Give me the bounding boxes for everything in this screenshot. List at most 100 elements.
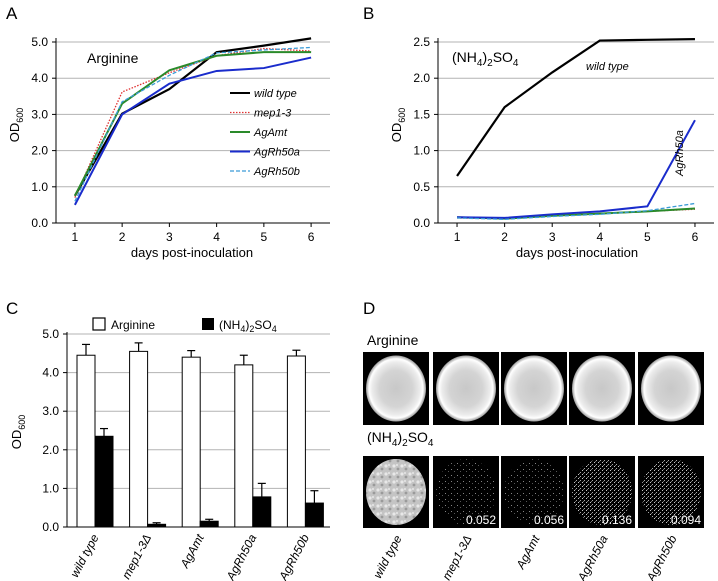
category-labels: wild type mep1-3Δ AgAmt AgRh50a AgRh50b bbox=[67, 531, 312, 581]
y-tick-label: 1.0 bbox=[42, 481, 59, 495]
y-tick-label: 2.0 bbox=[31, 144, 48, 158]
plate-strain-label-agrh50a: AgRh50a bbox=[574, 533, 610, 581]
plates-row-ammonium-sulfate-label: (NH4)2SO4 bbox=[367, 429, 434, 449]
plate-ammonium-sulfate-wild-type bbox=[366, 459, 426, 525]
chart-b-inset-label: (NH4)2SO4 bbox=[452, 49, 519, 69]
series-line-agrh50b bbox=[457, 202, 696, 221]
bar-arginine-wild-type bbox=[76, 354, 96, 528]
bar-arginine-mep1-3 bbox=[129, 350, 149, 528]
plates-row-arginine bbox=[363, 352, 704, 425]
plates-row-ammonium-sulfate: 0.052 0.056 0.136 0.094 bbox=[363, 456, 704, 528]
y-tick-label: 4.0 bbox=[42, 366, 59, 380]
chart-c-legend: Arginine (NH4)2SO4 bbox=[92, 317, 277, 334]
chart-b-annotation-wild-type: wild type bbox=[586, 61, 629, 73]
chart-a-legend: wild type mep1-3 AgAmt AgRh50a AgRh50b bbox=[230, 88, 300, 178]
chart-b-annotation-agrh50a: AgRh50a bbox=[674, 130, 686, 177]
plate-value-agrh50a: 0.136 bbox=[602, 513, 632, 527]
series-lines bbox=[456, 38, 696, 221]
x-tick-label: 1 bbox=[72, 230, 79, 244]
plate-images-panel: Arginine (NH4)2SO4 0.052 0.056 0.136 0.094 … bbox=[363, 332, 704, 581]
plate-strain-label-agamt: AgAmt bbox=[513, 532, 543, 572]
bar-nh4-2so4-agrh50b bbox=[304, 502, 324, 528]
bar-nh4-2so4-agrh50a bbox=[252, 496, 272, 528]
legend-label-arginine: Arginine bbox=[111, 318, 155, 332]
x-tick-label: 3 bbox=[166, 230, 173, 244]
x-tick-label: 4 bbox=[596, 230, 603, 244]
y-tick-label: 1.5 bbox=[413, 107, 430, 121]
series-lines bbox=[73, 37, 312, 206]
y-tick-label: 3.0 bbox=[31, 107, 48, 121]
bars bbox=[76, 342, 324, 528]
series-line-agrh50b bbox=[74, 46, 312, 202]
x-tick-label: 2 bbox=[501, 230, 508, 244]
growth-chart-ammonium-sulfate: 0.0 0.5 1.0 1.5 2.0 2.5 1 2 3 4 5 6 (NH4)2SO4 wild… bbox=[389, 35, 714, 260]
category-label-agrh50b: AgRh50b bbox=[276, 532, 312, 581]
bar-arginine-agrh50a bbox=[234, 364, 254, 528]
plates-row-arginine-label: Arginine bbox=[367, 332, 419, 348]
chart-a-inset-label: Arginine bbox=[87, 50, 139, 66]
chart-b-x-axis-title: days post-inoculation bbox=[516, 245, 638, 260]
panel-letter-c: C bbox=[6, 299, 18, 318]
growth-chart-arginine: 0.0 1.0 2.0 3.0 4.0 5.0 1 2 3 4 5 6 Arginine days … bbox=[7, 35, 330, 260]
bar-nh4-2so4-wild-type bbox=[94, 435, 114, 528]
x-tick-label: 5 bbox=[261, 230, 268, 244]
plate-ammonium-sulfate-mep1-3 bbox=[436, 459, 496, 525]
y-tick-label: 5.0 bbox=[31, 35, 48, 49]
panel-letter-d: D bbox=[363, 299, 375, 318]
plate-value-agamt: 0.056 bbox=[534, 513, 564, 527]
axes bbox=[52, 38, 330, 227]
series-line-agrh50a bbox=[457, 119, 696, 219]
x-tick-labels: 1 2 3 4 5 6 bbox=[72, 230, 315, 244]
y-tick-label: 0.0 bbox=[42, 520, 59, 534]
series-line-mep1-3 bbox=[74, 47, 312, 198]
y-tick-label: 3.0 bbox=[42, 404, 59, 418]
y-tick-labels: 0.0 0.5 1.0 1.5 2.0 2.5 bbox=[413, 35, 430, 230]
plate-arginine-agrh50a bbox=[572, 355, 632, 422]
legend-label-mep1-3: mep1-3 bbox=[254, 108, 292, 120]
y-tick-label: 2.0 bbox=[42, 443, 59, 457]
plate-strain-label-wild-type: wild type bbox=[370, 533, 404, 581]
legend-label-ammonium-sulfate: (NH4)2SO4 bbox=[219, 318, 277, 334]
x-tick-label: 4 bbox=[213, 230, 220, 244]
plate-strain-label-agrh50b: AgRh50b bbox=[643, 533, 679, 581]
bar-nh4-2so4-mep1-3 bbox=[147, 523, 167, 528]
x-tick-label: 6 bbox=[308, 230, 315, 244]
chart-a-y-axis-title: OD600 bbox=[7, 108, 25, 143]
category-label-wild-type: wild type bbox=[67, 532, 101, 580]
chart-c-y-axis-title: OD600 bbox=[9, 415, 27, 450]
legend-label-agrh50b: AgRh50b bbox=[253, 166, 300, 178]
y-tick-labels: 0.0 1.0 2.0 3.0 4.0 5.0 bbox=[42, 327, 59, 534]
legend-swatch-ammonium-sulfate bbox=[202, 318, 214, 330]
y-tick-labels: 0.0 1.0 2.0 3.0 4.0 5.0 bbox=[31, 35, 48, 230]
series-line-agrh50a bbox=[74, 56, 312, 206]
legend-swatch-arginine bbox=[92, 317, 106, 331]
y-tick-label: 0.5 bbox=[413, 180, 430, 194]
x-tick-label: 2 bbox=[119, 230, 126, 244]
x-tick-labels: 1 2 3 4 5 6 bbox=[454, 230, 699, 244]
y-tick-label: 1.0 bbox=[413, 144, 430, 158]
category-label-mep1-3: mep1-3Δ bbox=[119, 532, 154, 581]
plate-arginine-agamt bbox=[504, 355, 564, 422]
panel-letter-a: A bbox=[6, 4, 18, 23]
plate-ammonium-sulfate-agrh50a bbox=[572, 459, 632, 525]
chart-a-x-axis-title: days post-inoculation bbox=[131, 245, 253, 260]
y-tick-label: 1.0 bbox=[31, 180, 48, 194]
plate-arginine-wild-type bbox=[366, 355, 426, 422]
series-line-wild-type bbox=[456, 38, 695, 177]
grid-lines bbox=[438, 41, 714, 188]
bar-arginine-agrh50b bbox=[286, 355, 306, 528]
axes bbox=[434, 38, 714, 227]
y-tick-label: 5.0 bbox=[42, 327, 59, 341]
x-tick-label: 1 bbox=[454, 230, 461, 244]
y-tick-label: 0.0 bbox=[413, 216, 430, 230]
plate-arginine-agrh50b bbox=[641, 355, 701, 422]
plate-strain-label-mep1-3: mep1-3Δ bbox=[439, 533, 474, 581]
legend-label-agrh50a: AgRh50a bbox=[253, 147, 300, 159]
category-label-agamt: AgAmt bbox=[177, 531, 207, 571]
bar-chart-od600: 0.0 1.0 2.0 3.0 4.0 5.0 wild type mep1-3Δ AgAmt… bbox=[9, 317, 330, 581]
plate-value-mep1-3: 0.052 bbox=[466, 513, 496, 527]
legend-label-wild-type: wild type bbox=[254, 88, 297, 100]
plate-value-agrh50b: 0.094 bbox=[671, 513, 701, 527]
x-tick-label: 3 bbox=[549, 230, 556, 244]
